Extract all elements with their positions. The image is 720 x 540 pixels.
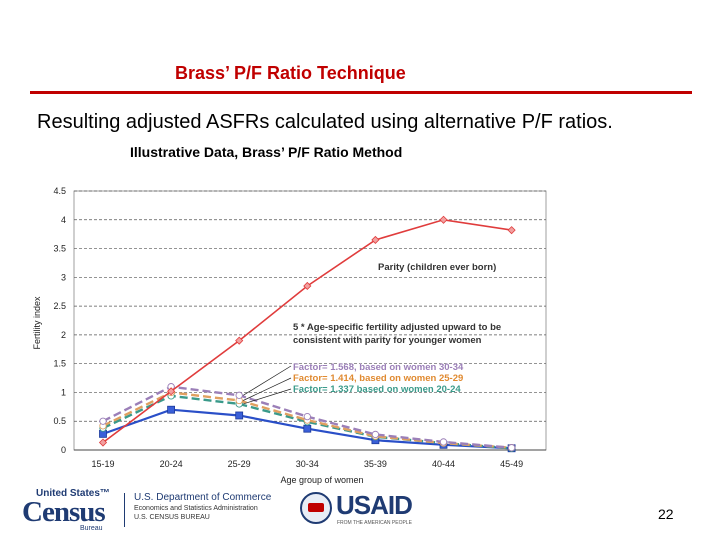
footer-divider	[124, 493, 125, 527]
pointer-line-1	[243, 377, 292, 401]
axis-layer: 0 0.5 1 1.5 2 2.5 3 3.5 4 4.5 15-19 20-24 25-29 30-34…	[53, 186, 546, 469]
census-logo-word: Census	[22, 496, 106, 528]
y-tick-label: 2	[61, 330, 66, 340]
slide-title: Brass’ P/F Ratio Technique	[175, 63, 406, 83]
census-bureau-line: U.S. CENSUS BUREAU	[134, 514, 210, 521]
data-point-0	[439, 215, 448, 224]
data-point-2	[507, 444, 516, 452]
data-point-2	[439, 438, 448, 446]
x-tick-label: 20-24	[160, 459, 183, 469]
factor-label-20-24: Factor= 1.337 based on women 20-24	[293, 384, 461, 395]
usaid-word: USAID	[336, 490, 413, 520]
y-tick-label: 1.5	[53, 359, 66, 369]
x-tick-label: 45-49	[500, 459, 523, 469]
data-point-2	[235, 391, 243, 399]
data-point-2	[303, 412, 311, 421]
census-logo-bureau: Bureau	[80, 525, 103, 532]
y-tick-label: 1	[61, 387, 66, 397]
annotation-layer: Parity (children ever born) 5 * Age-speci…	[243, 262, 501, 405]
y-tick-label: 3.5	[53, 244, 66, 254]
data-point-0	[371, 235, 380, 244]
x-tick-label: 30-34	[296, 459, 319, 469]
data-point-1	[303, 424, 312, 433]
data-point-2	[99, 417, 107, 425]
data-point-0	[235, 336, 244, 345]
adjust-note-line1: 5 * Age-specific fertility adjusted upwa…	[293, 322, 501, 333]
data-point-1	[167, 405, 176, 414]
title-rule	[30, 91, 692, 94]
parity-label: Parity (children ever born)	[378, 262, 496, 273]
pointer-line-2	[243, 388, 292, 405]
usaid-seal-icon	[300, 492, 332, 524]
data-point-0	[167, 387, 176, 396]
data-point-1	[235, 411, 244, 420]
series-layer	[98, 215, 516, 453]
chart-title: Illustrative Data, Brass’ P/F Ratio Meth…	[130, 144, 402, 160]
data-point-0	[303, 281, 312, 291]
y-tick-label: 3	[61, 272, 66, 282]
data-point-0	[98, 438, 108, 447]
y-tick-label: 0.5	[53, 416, 66, 426]
x-tick-label: 15-19	[91, 459, 114, 469]
esa-line: Economics and Statistics Administration	[134, 505, 258, 512]
slide-subtitle: Resulting adjusted ASFRs calculated usin…	[37, 111, 613, 133]
usaid-logo: USAID FROM THE AMERICAN PEOPLE	[300, 490, 420, 530]
x-tick-label: 40-44	[432, 459, 455, 469]
y-tick-label: 4	[61, 215, 66, 225]
commerce-line: U.S. Department of Commerce	[134, 492, 272, 503]
data-point-2	[371, 430, 380, 439]
x-tick-label: 25-29	[228, 459, 251, 469]
census-logo: United States™ Census Bureau	[22, 488, 122, 532]
y-axis-label: Fertility index	[32, 296, 42, 350]
pointer-line-0	[243, 365, 292, 396]
data-point-0	[507, 226, 516, 235]
factor-label-30-34: Factor= 1.568, based on women 30-34	[293, 362, 464, 373]
commerce-block: U.S. Department of Commerce Economics an…	[134, 492, 284, 521]
x-axis-label: Age group of women	[280, 475, 363, 485]
page-number: 22	[658, 506, 674, 522]
adjust-note-line2: consistent with parity for younger women	[293, 335, 482, 346]
y-tick-label: 4.5	[53, 186, 66, 196]
usaid-tagline: FROM THE AMERICAN PEOPLE	[337, 520, 412, 526]
y-tick-label: 2.5	[53, 301, 66, 311]
census-logo-top: United States™	[36, 488, 110, 499]
factor-label-25-29: Factor= 1.414, based on women 25-29	[293, 373, 463, 384]
y-tick-label: 0	[61, 445, 66, 455]
x-tick-label: 35-39	[364, 459, 387, 469]
